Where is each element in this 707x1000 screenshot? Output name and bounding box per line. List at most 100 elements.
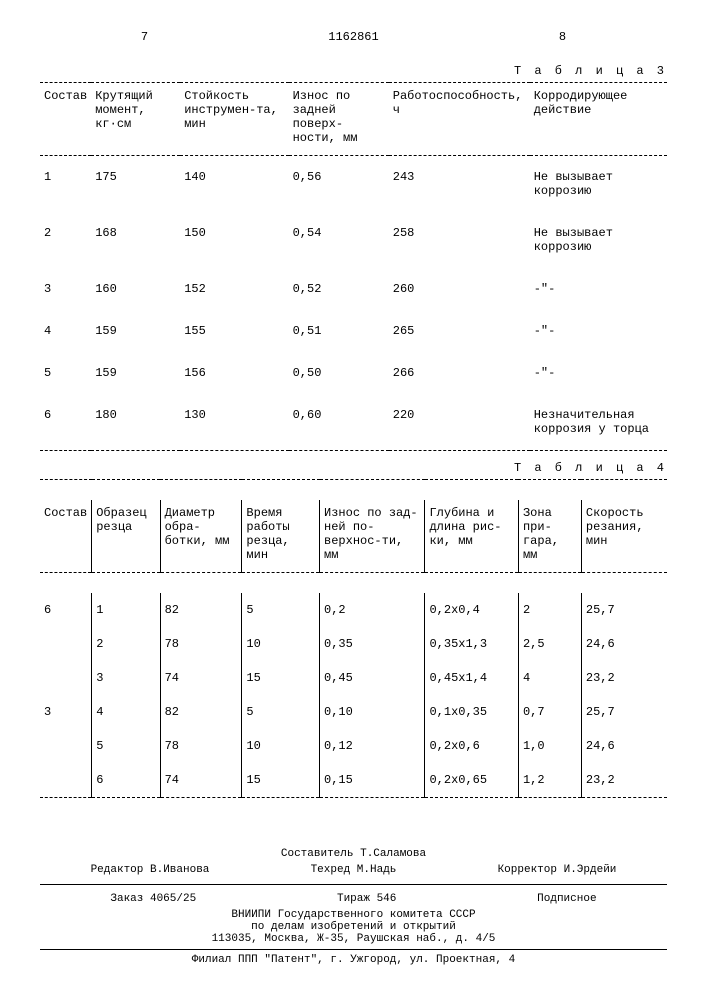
table-cell: 0,12 bbox=[320, 729, 425, 763]
table-cell: 0,45x1,4 bbox=[425, 661, 519, 695]
table-cell: 4 bbox=[92, 695, 160, 729]
table-cell: 10 bbox=[242, 627, 320, 661]
footer: Составитель Т.Саламова Редактор В.Иванов… bbox=[40, 848, 667, 966]
t4-h2: Диаметр обра-ботки, мм bbox=[160, 500, 242, 573]
table-cell: -"- bbox=[530, 352, 667, 394]
table-cell: 2 bbox=[92, 627, 160, 661]
table4: Состав Образец резца Диаметр обра-ботки,… bbox=[40, 479, 667, 818]
table-cell: 243 bbox=[389, 156, 530, 212]
table-cell: 2 bbox=[40, 212, 91, 268]
table-cell: 4 bbox=[518, 661, 581, 695]
footer-org1: ВНИИПИ Государственного комитета СССР bbox=[40, 909, 667, 921]
table-cell bbox=[40, 661, 92, 695]
table-cell: 2 bbox=[518, 593, 581, 627]
table-cell: 155 bbox=[180, 310, 288, 352]
table-row: 51591560,50266-"- bbox=[40, 352, 667, 394]
table-cell: 220 bbox=[389, 394, 530, 451]
table-cell: 10 bbox=[242, 729, 320, 763]
table-row: 278100,350,35x1,32,524,6 bbox=[40, 627, 667, 661]
table-cell: Не вызывает коррозию bbox=[530, 212, 667, 268]
t4-h6: Зона при-гара, мм bbox=[518, 500, 581, 573]
t3-h1: Крутящий момент, кг·см bbox=[91, 83, 180, 156]
table-cell: -"- bbox=[530, 268, 667, 310]
table3-caption: Т а б л и ц а 3 bbox=[40, 64, 667, 78]
table-cell: 2,5 bbox=[518, 627, 581, 661]
table-cell: 0,54 bbox=[289, 212, 389, 268]
footer-branch: Филиал ППП "Патент", г. Ужгород, ул. Про… bbox=[40, 954, 667, 966]
table-row: 618250,20,2x0,4225,7 bbox=[40, 593, 667, 627]
t3-h5: Корродирующее действие bbox=[530, 83, 667, 156]
t4-h7: Скорость резания, мин bbox=[581, 500, 667, 573]
page-center: 1162861 bbox=[249, 30, 458, 44]
table-cell: 0,51 bbox=[289, 310, 389, 352]
table-cell: 15 bbox=[242, 661, 320, 695]
table-cell: 159 bbox=[91, 310, 180, 352]
table-cell: Не вызывает коррозию bbox=[530, 156, 667, 212]
table-row: 61801300,60220Незначительная коррозия у … bbox=[40, 394, 667, 451]
table-cell: 0,50 bbox=[289, 352, 389, 394]
table-cell: 0,7 bbox=[518, 695, 581, 729]
table-row: 348250,100,1x0,350,725,7 bbox=[40, 695, 667, 729]
table-cell: 5 bbox=[242, 593, 320, 627]
t3-h2: Стойкость инструмен-та, мин bbox=[180, 83, 288, 156]
table-cell: 0,15 bbox=[320, 763, 425, 798]
table-cell: 180 bbox=[91, 394, 180, 451]
table-cell: 23,2 bbox=[581, 661, 667, 695]
table-cell: 0,45 bbox=[320, 661, 425, 695]
footer-composer: Составитель Т.Саламова bbox=[40, 848, 667, 860]
table-cell: 74 bbox=[160, 763, 242, 798]
table-cell bbox=[40, 627, 92, 661]
footer-techred: Техред М.Надь bbox=[311, 864, 397, 876]
page-left: 7 bbox=[40, 30, 249, 44]
table-cell: -"- bbox=[530, 310, 667, 352]
table-cell: 175 bbox=[91, 156, 180, 212]
t4-h1: Образец резца bbox=[92, 500, 160, 573]
table-cell: 0,2x0,65 bbox=[425, 763, 519, 798]
table-cell: 0,2x0,6 bbox=[425, 729, 519, 763]
table-cell: 0,2 bbox=[320, 593, 425, 627]
t4-h4: Износ по зад-ней по-верхнос-ти, мм bbox=[320, 500, 425, 573]
table-cell: 152 bbox=[180, 268, 288, 310]
table-row: 21681500,54258Не вызывает коррозию bbox=[40, 212, 667, 268]
table-row: 11751400,56243Не вызывает коррозию bbox=[40, 156, 667, 212]
table-cell: 1 bbox=[92, 593, 160, 627]
table-cell: 140 bbox=[180, 156, 288, 212]
page-right: 8 bbox=[458, 30, 667, 44]
table-cell: 0,2x0,4 bbox=[425, 593, 519, 627]
t4-h3: Время работы резца, мин bbox=[242, 500, 320, 573]
table4-caption: Т а б л и ц а 4 bbox=[40, 461, 667, 475]
table-cell: 0,56 bbox=[289, 156, 389, 212]
table-row: 41591550,51265-"- bbox=[40, 310, 667, 352]
table-cell: 156 bbox=[180, 352, 288, 394]
table-cell: 5 bbox=[92, 729, 160, 763]
table4-header-row: Состав Образец резца Диаметр обра-ботки,… bbox=[40, 500, 667, 573]
table-cell: 150 bbox=[180, 212, 288, 268]
table-cell: 78 bbox=[160, 627, 242, 661]
table-cell: 3 bbox=[40, 695, 92, 729]
table-cell: 0,60 bbox=[289, 394, 389, 451]
footer-editor: Редактор В.Иванова bbox=[91, 864, 210, 876]
table-cell: 3 bbox=[92, 661, 160, 695]
t4-h0: Состав bbox=[40, 500, 92, 573]
table-cell: 82 bbox=[160, 593, 242, 627]
table-cell: 78 bbox=[160, 729, 242, 763]
table-cell: 25,7 bbox=[581, 593, 667, 627]
table-cell: 23,2 bbox=[581, 763, 667, 798]
table-cell: 6 bbox=[40, 593, 92, 627]
t3-h3: Износ по задней поверх-ности, мм bbox=[289, 83, 389, 156]
table-cell: 24,6 bbox=[581, 627, 667, 661]
table-cell: 0,35x1,3 bbox=[425, 627, 519, 661]
footer-subscription: Подписное bbox=[537, 893, 596, 905]
t3-h4: Работоспособность, ч bbox=[389, 83, 530, 156]
footer-order: Заказ 4065/25 bbox=[110, 893, 196, 905]
table-cell: 1,0 bbox=[518, 729, 581, 763]
table-cell: 265 bbox=[389, 310, 530, 352]
table-cell: 74 bbox=[160, 661, 242, 695]
table-row: 31601520,52260-"- bbox=[40, 268, 667, 310]
t4-h5: Глубина и длина рис-ки, мм bbox=[425, 500, 519, 573]
table-cell: Незначительная коррозия у торца bbox=[530, 394, 667, 451]
table-cell: 160 bbox=[91, 268, 180, 310]
table-cell: 0,35 bbox=[320, 627, 425, 661]
table-cell: 6 bbox=[92, 763, 160, 798]
footer-org2: по делам изобретений и открытий bbox=[40, 921, 667, 933]
